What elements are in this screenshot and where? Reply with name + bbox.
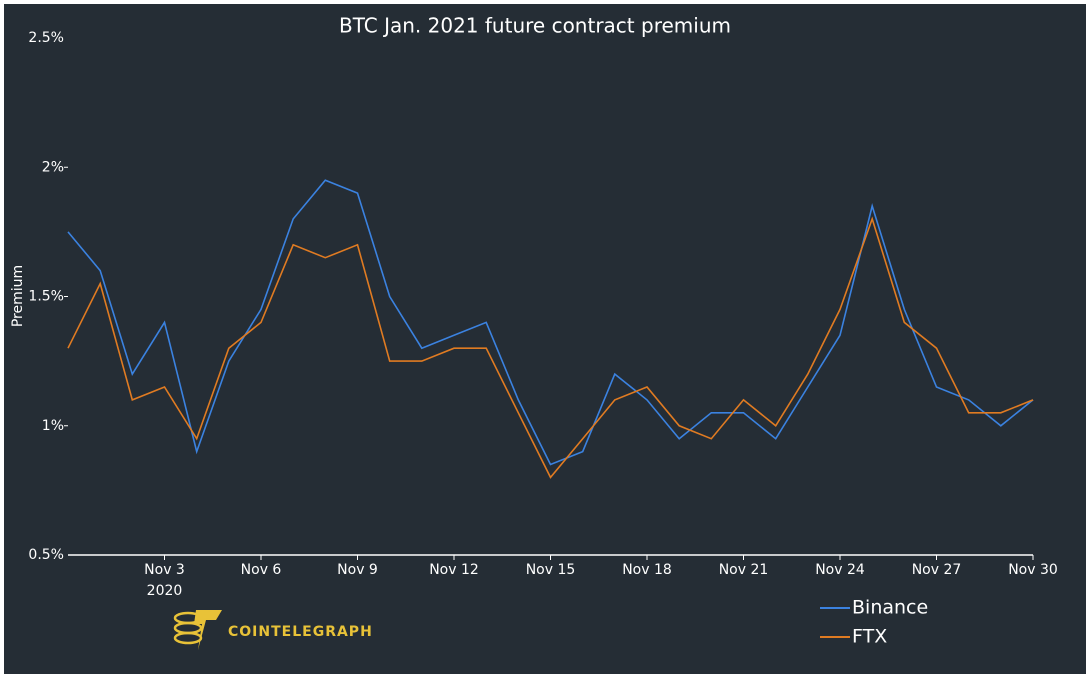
background: [4, 4, 1086, 674]
series-line: [67, 179, 1034, 466]
x-tick-label: Nov 27: [912, 562, 962, 578]
y-tick-label: 2%: [42, 159, 64, 175]
x-tick-label: Nov 6: [241, 562, 282, 578]
legend-label: FTX: [852, 626, 887, 648]
logo-text: COINTELEGRAPH: [228, 624, 373, 640]
series-line: [67, 216, 1034, 479]
y-tick-label: 1.5%: [28, 289, 64, 305]
chart-title: BTC Jan. 2021 future contract premium: [339, 14, 731, 38]
logo: [173, 610, 222, 650]
y-tick-label: 2.5%: [28, 30, 64, 46]
legend-label: Binance: [852, 597, 928, 619]
x-tick-label: Nov 15: [526, 562, 576, 578]
x-tick-label: Nov 24: [815, 562, 865, 578]
y-tick-label: 1%: [42, 418, 64, 434]
x-tick-label: Nov 30: [1008, 562, 1058, 578]
x-year-label: 2020: [147, 583, 183, 599]
x-tick-label: Nov 21: [719, 562, 769, 578]
x-tick-label: Nov 12: [429, 562, 479, 578]
y-axis-label: Premium: [10, 265, 26, 327]
x-tick-label: Nov 3: [144, 562, 185, 578]
x-tick-label: Nov 18: [622, 562, 672, 578]
x-tick-label: Nov 9: [337, 562, 378, 578]
y-tick-label: 0.5%: [28, 547, 64, 563]
